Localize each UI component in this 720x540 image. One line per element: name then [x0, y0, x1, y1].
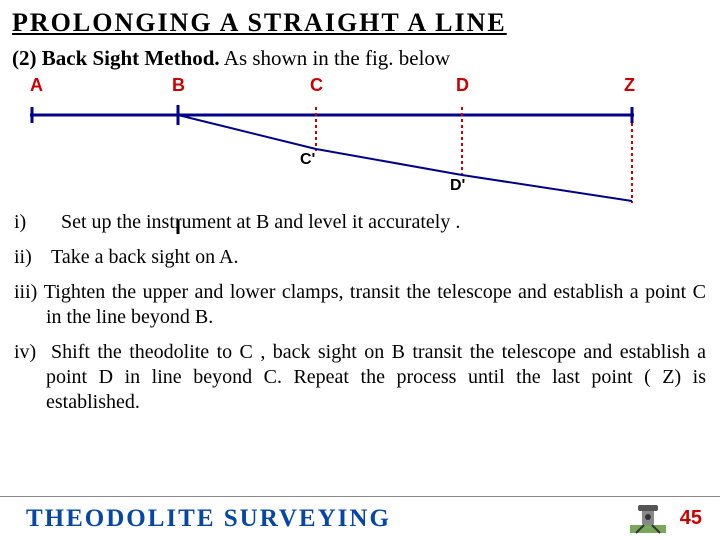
step-num-ii: ii): [14, 245, 46, 270]
footer: THEODOLITE SURVEYING 45: [0, 496, 720, 540]
label-Dprime: D': [450, 177, 465, 195]
label-B: B: [172, 75, 185, 96]
page-number: 45: [680, 507, 720, 530]
label-D: D: [456, 75, 469, 96]
step-iii-text: Tighten the upper and lower clamps, tran…: [44, 281, 706, 328]
diag-BC: [178, 115, 316, 149]
steps-list: i) Set up the instrument at B and level …: [0, 210, 720, 415]
subtitle-rest: As shown in the fig. below: [220, 46, 450, 70]
step-num-iii: iii): [14, 281, 44, 303]
label-A: A: [30, 75, 43, 96]
setup-tick-svg: [0, 218, 720, 238]
label-Z: Z: [624, 75, 635, 96]
subtitle-bold: (2) Back Sight Method.: [12, 46, 220, 70]
diag-CD: [316, 149, 462, 175]
step-iii: iii) Tighten the upper and lower clamps,…: [14, 280, 706, 330]
step-num-iv: iv): [14, 341, 51, 363]
back-sight-diagram: A B C D Z C' D': [10, 75, 710, 210]
footer-title: THEODOLITE SURVEYING: [0, 505, 628, 533]
theodolite-icon: [628, 503, 668, 535]
slide: PROLONGING A STRAIGHT A LINE (2) Back Si…: [0, 0, 720, 540]
diag-DZ: [462, 175, 632, 201]
step-iv-text: Shift the theodolite to C , back sight o…: [46, 341, 706, 413]
subtitle: (2) Back Sight Method. As shown in the f…: [0, 38, 720, 75]
label-C: C: [310, 75, 323, 96]
page-title: PROLONGING A STRAIGHT A LINE: [0, 0, 720, 38]
step-ii: ii) Take a back sight on A.: [14, 245, 706, 270]
step-ii-text: Take a back sight on A.: [51, 246, 238, 268]
step-iv: iv) Shift the theodolite to C , back sig…: [14, 340, 706, 415]
label-Cprime: C': [300, 151, 315, 169]
diagram-svg: [10, 75, 710, 210]
